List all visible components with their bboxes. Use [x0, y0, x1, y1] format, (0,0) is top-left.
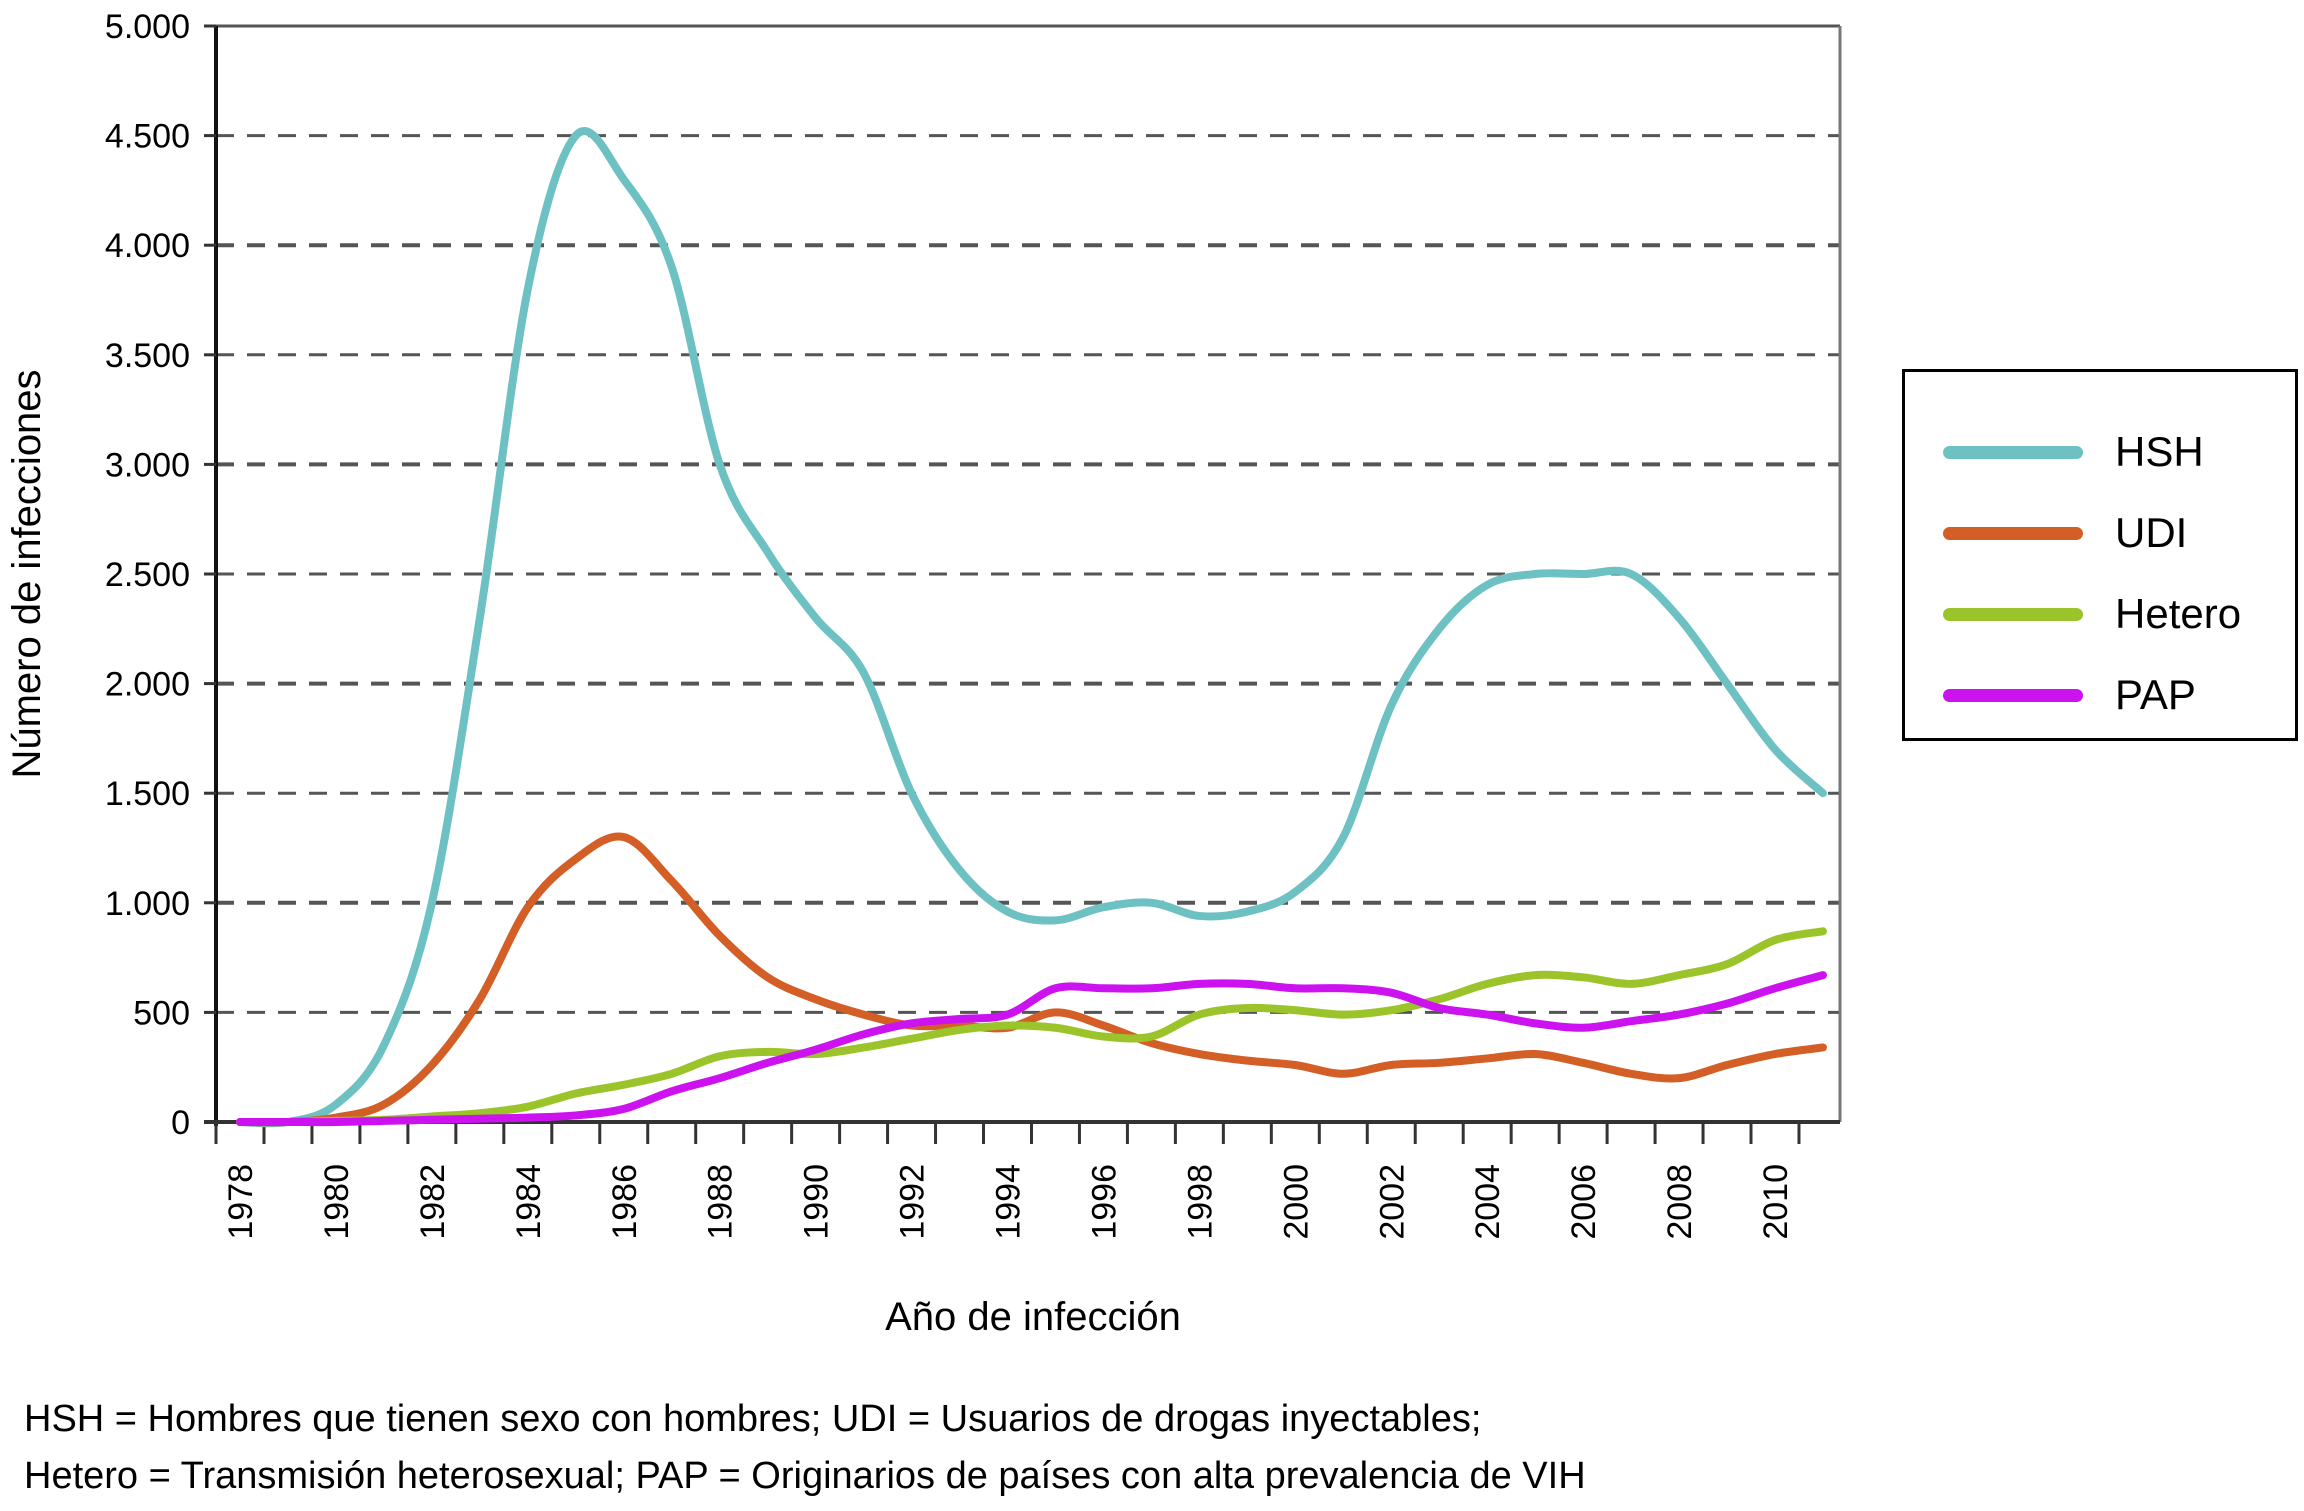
y-axis-ticks: 0 500 1.000 1.500 2.000 2.500 3.000 3.500 4.000 4… — [105, 8, 216, 1142]
x-tick-label: 1994 — [990, 1164, 1028, 1240]
legend-swatch-pap — [1943, 688, 2083, 702]
legend-item-pap: PAP — [1943, 671, 2196, 719]
legend: HSH UDI Hetero PAP — [1902, 369, 2298, 741]
x-tick-label: 1990 — [798, 1164, 836, 1240]
legend-label-udi: UDI — [2115, 509, 2188, 556]
x-axis-title: Año de infección — [885, 1295, 1181, 1339]
x-tick-label: 1996 — [1085, 1164, 1123, 1240]
x-tick-label: 1982 — [414, 1164, 452, 1240]
y-tick-label: 3.000 — [105, 446, 190, 484]
x-tick-label: 1986 — [606, 1164, 644, 1240]
x-tick-label: 2002 — [1373, 1164, 1411, 1240]
x-tick-label: 1988 — [702, 1164, 740, 1240]
x-tick-label: 2006 — [1565, 1164, 1603, 1240]
legend-label-hsh: HSH — [2115, 428, 2204, 475]
y-tick-label: 1.500 — [105, 775, 190, 813]
y-tick-label: 5.000 — [105, 8, 190, 46]
legend-label-pap: PAP — [2115, 671, 2196, 718]
x-tick-label: 2000 — [1277, 1164, 1315, 1240]
gridlines — [216, 134, 1840, 1014]
x-tick-label: 2010 — [1757, 1164, 1795, 1240]
series-lines — [236, 127, 1827, 1128]
footnote-line-2: Hetero = Transmisión heterosexual; PAP =… — [24, 1455, 1586, 1497]
x-tick-label: 1984 — [510, 1164, 548, 1240]
y-axis-title: Número de infecciones — [5, 369, 49, 778]
y-tick-label: 0 — [171, 1104, 190, 1142]
x-axis-ticks: 1978 1980 1982 1984 1986 1988 1990 1992 1994 1996… — [214, 1122, 1801, 1240]
y-tick-label: 3.500 — [105, 337, 190, 375]
y-tick-label: 500 — [133, 994, 190, 1032]
legend-item-hetero: Hetero — [1943, 590, 2241, 638]
x-tick-label: 1998 — [1181, 1164, 1219, 1240]
series-line-hetero — [236, 927, 1827, 1127]
x-tick-label: 1992 — [894, 1164, 932, 1240]
legend-swatch-udi — [1943, 526, 2083, 540]
series-line-hsh — [236, 127, 1827, 1128]
legend-label-hetero: Hetero — [2115, 590, 2242, 637]
x-tick-label: 2008 — [1661, 1164, 1699, 1240]
x-tick-label: 1978 — [222, 1164, 260, 1240]
x-tick-label: 1980 — [318, 1164, 356, 1240]
legend-item-udi: UDI — [1943, 509, 2187, 557]
y-tick-label: 2.500 — [105, 556, 190, 594]
y-tick-label: 2.000 — [105, 666, 190, 704]
y-tick-label: 4.500 — [105, 118, 190, 156]
series-line-pap — [236, 971, 1827, 1127]
legend-swatch-hetero — [1943, 607, 2083, 621]
y-tick-label: 1.000 — [105, 885, 190, 923]
x-tick-label: 2004 — [1469, 1164, 1507, 1240]
y-tick-label: 4.000 — [105, 227, 190, 265]
legend-swatch-hsh — [1943, 445, 2083, 459]
footnote-line-1: HSH = Hombres que tienen sexo con hombre… — [24, 1398, 1482, 1440]
legend-item-hsh: HSH — [1943, 428, 2204, 476]
